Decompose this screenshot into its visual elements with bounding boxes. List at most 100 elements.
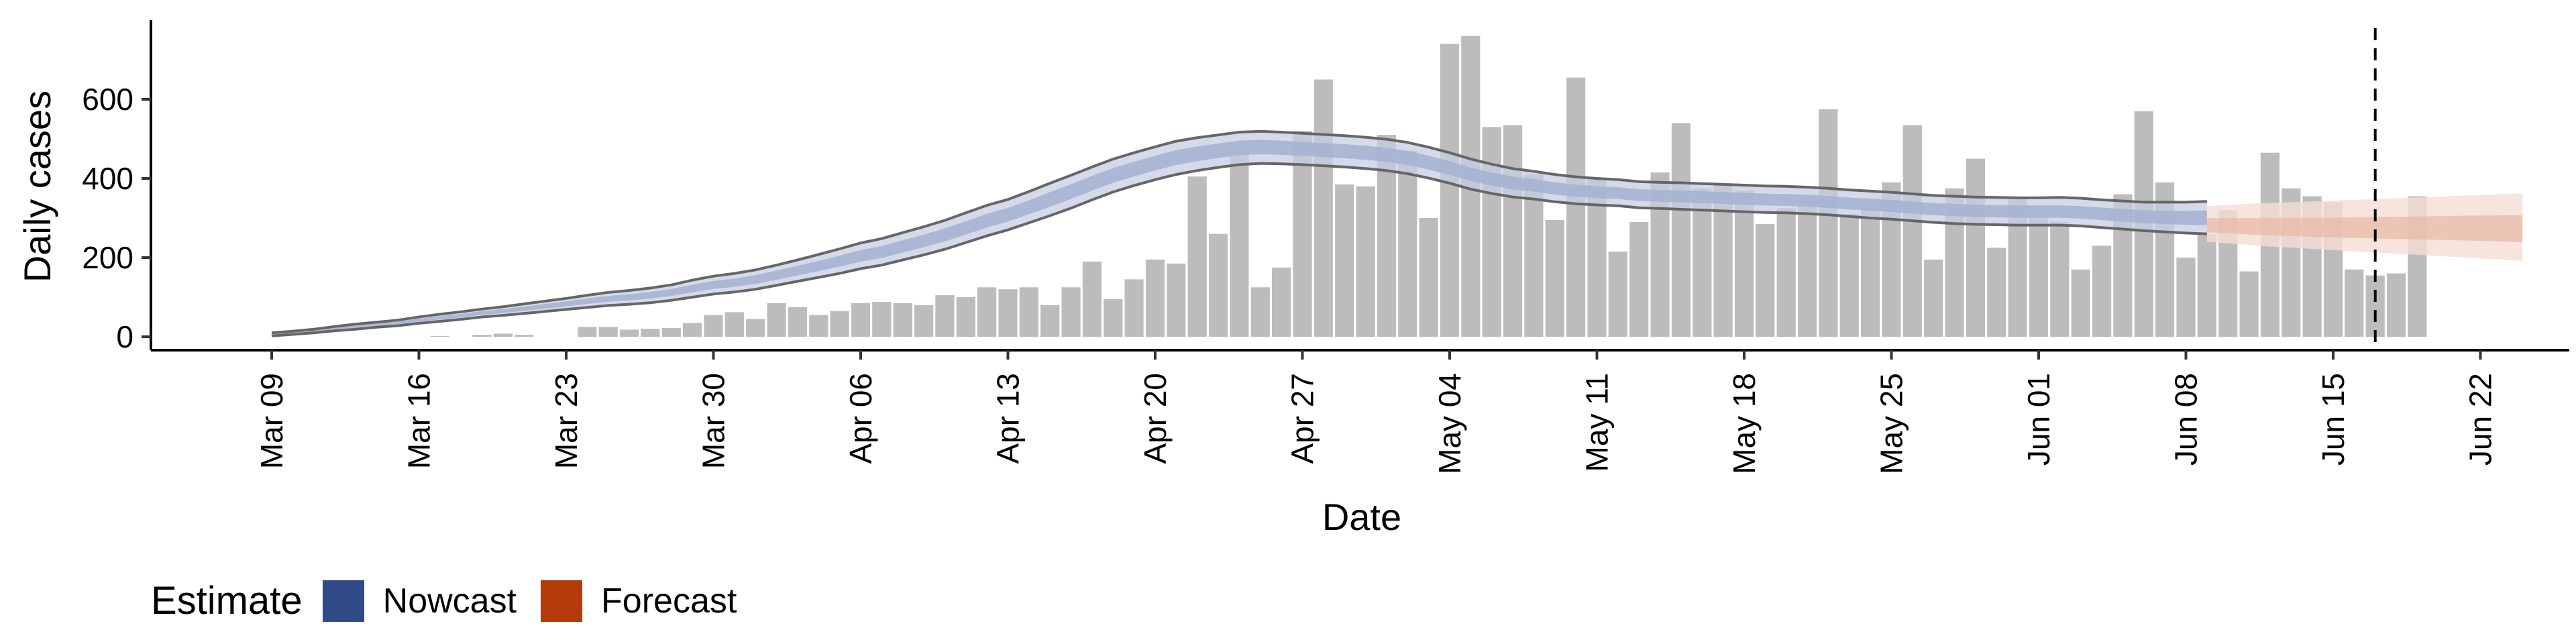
case-bar xyxy=(1061,287,1081,337)
case-bar xyxy=(2345,269,2364,337)
y-tick-label: 0 xyxy=(116,319,133,354)
case-bar xyxy=(1019,287,1038,337)
case-bar xyxy=(515,335,534,337)
case-bar xyxy=(977,287,997,337)
case-bar xyxy=(683,323,702,337)
case-bar xyxy=(1693,188,1712,337)
case-bar xyxy=(704,315,723,337)
case-bar xyxy=(1482,127,1501,337)
outline-lines xyxy=(271,129,2207,337)
case-bar xyxy=(2176,258,2196,337)
case-bar xyxy=(1209,233,1228,337)
x-axis: Mar 09 Mar 16 Mar 23 Mar 30 Apr 06 Apr 13 Apr … xyxy=(151,349,2569,474)
x-tick-label: Apr 06 xyxy=(843,373,878,464)
nowcast-upper-line xyxy=(271,129,2207,335)
case-bar xyxy=(1104,299,1123,337)
legend-item-forecast: Forecast xyxy=(541,580,737,622)
case-bar xyxy=(956,297,975,337)
case-bar xyxy=(1250,287,1270,337)
x-tick-label: Jun 22 xyxy=(2463,373,2498,466)
case-bar xyxy=(1040,305,1060,337)
x-tick-label: Mar 16 xyxy=(402,373,437,469)
x-tick-label: Mar 30 xyxy=(696,373,731,469)
case-bar xyxy=(998,289,1018,337)
case-bar xyxy=(788,307,807,337)
x-tick-label: May 04 xyxy=(1432,373,1467,474)
legend-title: Estimate xyxy=(151,579,303,623)
case-bar xyxy=(2029,210,2049,337)
case-bar xyxy=(1924,259,1943,337)
x-tick-label: Jun 15 xyxy=(2316,373,2351,466)
x-tick-label: May 18 xyxy=(1727,373,1762,474)
case-bar xyxy=(2071,269,2090,337)
x-tick-label: May 25 xyxy=(1874,373,1909,474)
x-tick-label: Jun 01 xyxy=(2021,373,2056,466)
x-tick-label: Apr 13 xyxy=(991,373,1026,464)
case-bar xyxy=(2092,246,2112,337)
case-bar xyxy=(872,302,892,337)
case-bar xyxy=(1272,267,1291,337)
case-bar xyxy=(430,335,449,337)
case-bar xyxy=(2365,275,2385,337)
case-bar xyxy=(1313,79,1333,337)
forecast-inner-band xyxy=(2206,215,2523,243)
legend-key-forecast xyxy=(541,580,583,622)
case-bar xyxy=(1629,221,1649,337)
legend-label-forecast: Forecast xyxy=(601,581,737,621)
case-bar xyxy=(1124,279,1144,337)
case-bar xyxy=(1524,174,1544,337)
case-bar xyxy=(1734,190,1754,337)
legend: Estimate Nowcast Forecast xyxy=(151,578,761,623)
y-axis: 0 200 400 600 xyxy=(82,20,152,354)
case-bar xyxy=(1082,261,1102,337)
y-tick-label: 200 xyxy=(82,240,133,275)
case-bar xyxy=(1987,248,2006,337)
case-bar xyxy=(598,327,618,337)
case-bar xyxy=(830,311,849,337)
x-tick-label: Jun 08 xyxy=(2169,373,2204,466)
case-bar xyxy=(1966,158,1985,337)
x-tick-label: Apr 20 xyxy=(1138,373,1173,464)
chart: 0 200 400 600 Mar 09 Mar 16 Mar 23 Mar 30 Apr 0… xyxy=(16,20,2569,538)
case-bar xyxy=(1776,208,1796,337)
case-bar xyxy=(620,329,639,337)
case-bar xyxy=(493,333,513,337)
case-bar xyxy=(914,305,934,337)
x-tick-label: Apr 27 xyxy=(1285,373,1320,464)
legend-item-nowcast: Nowcast xyxy=(322,580,517,622)
y-axis-label: Daily cases xyxy=(16,91,58,282)
x-tick-label: Mar 23 xyxy=(549,373,584,469)
case-bar xyxy=(578,327,597,337)
case-bar xyxy=(2050,221,2070,337)
x-tick-label: May 11 xyxy=(1580,373,1615,472)
case-bar xyxy=(1566,77,1586,337)
case-bar xyxy=(935,295,955,337)
case-bar xyxy=(661,328,681,337)
case-bar xyxy=(1398,150,1417,337)
case-bar xyxy=(1230,150,1249,337)
case-bar xyxy=(746,319,765,337)
case-bar xyxy=(1145,259,1165,337)
y-tick-label: 600 xyxy=(82,82,133,117)
case-bar xyxy=(1608,252,1627,337)
case-bar xyxy=(641,329,660,337)
case-bar xyxy=(1756,223,1775,337)
y-tick-label: 400 xyxy=(82,161,133,196)
case-bar xyxy=(1187,176,1207,337)
case-bar xyxy=(724,312,744,337)
case-bar xyxy=(809,315,828,337)
case-bar xyxy=(1167,263,1186,337)
case-bar xyxy=(1839,214,1859,337)
case-bar xyxy=(1356,186,1375,337)
case-bar xyxy=(893,303,912,337)
case-bar xyxy=(1419,218,1438,337)
case-bar xyxy=(1819,109,1838,337)
case-bar xyxy=(1335,184,1354,337)
case-bar xyxy=(1861,202,1880,337)
case-bar xyxy=(472,335,492,337)
case-bar xyxy=(2197,233,2216,337)
case-bar xyxy=(1798,200,1817,337)
nowcast-inner-band xyxy=(272,140,2207,335)
nowcast-outer-band xyxy=(272,131,2207,336)
case-bar xyxy=(767,303,786,337)
